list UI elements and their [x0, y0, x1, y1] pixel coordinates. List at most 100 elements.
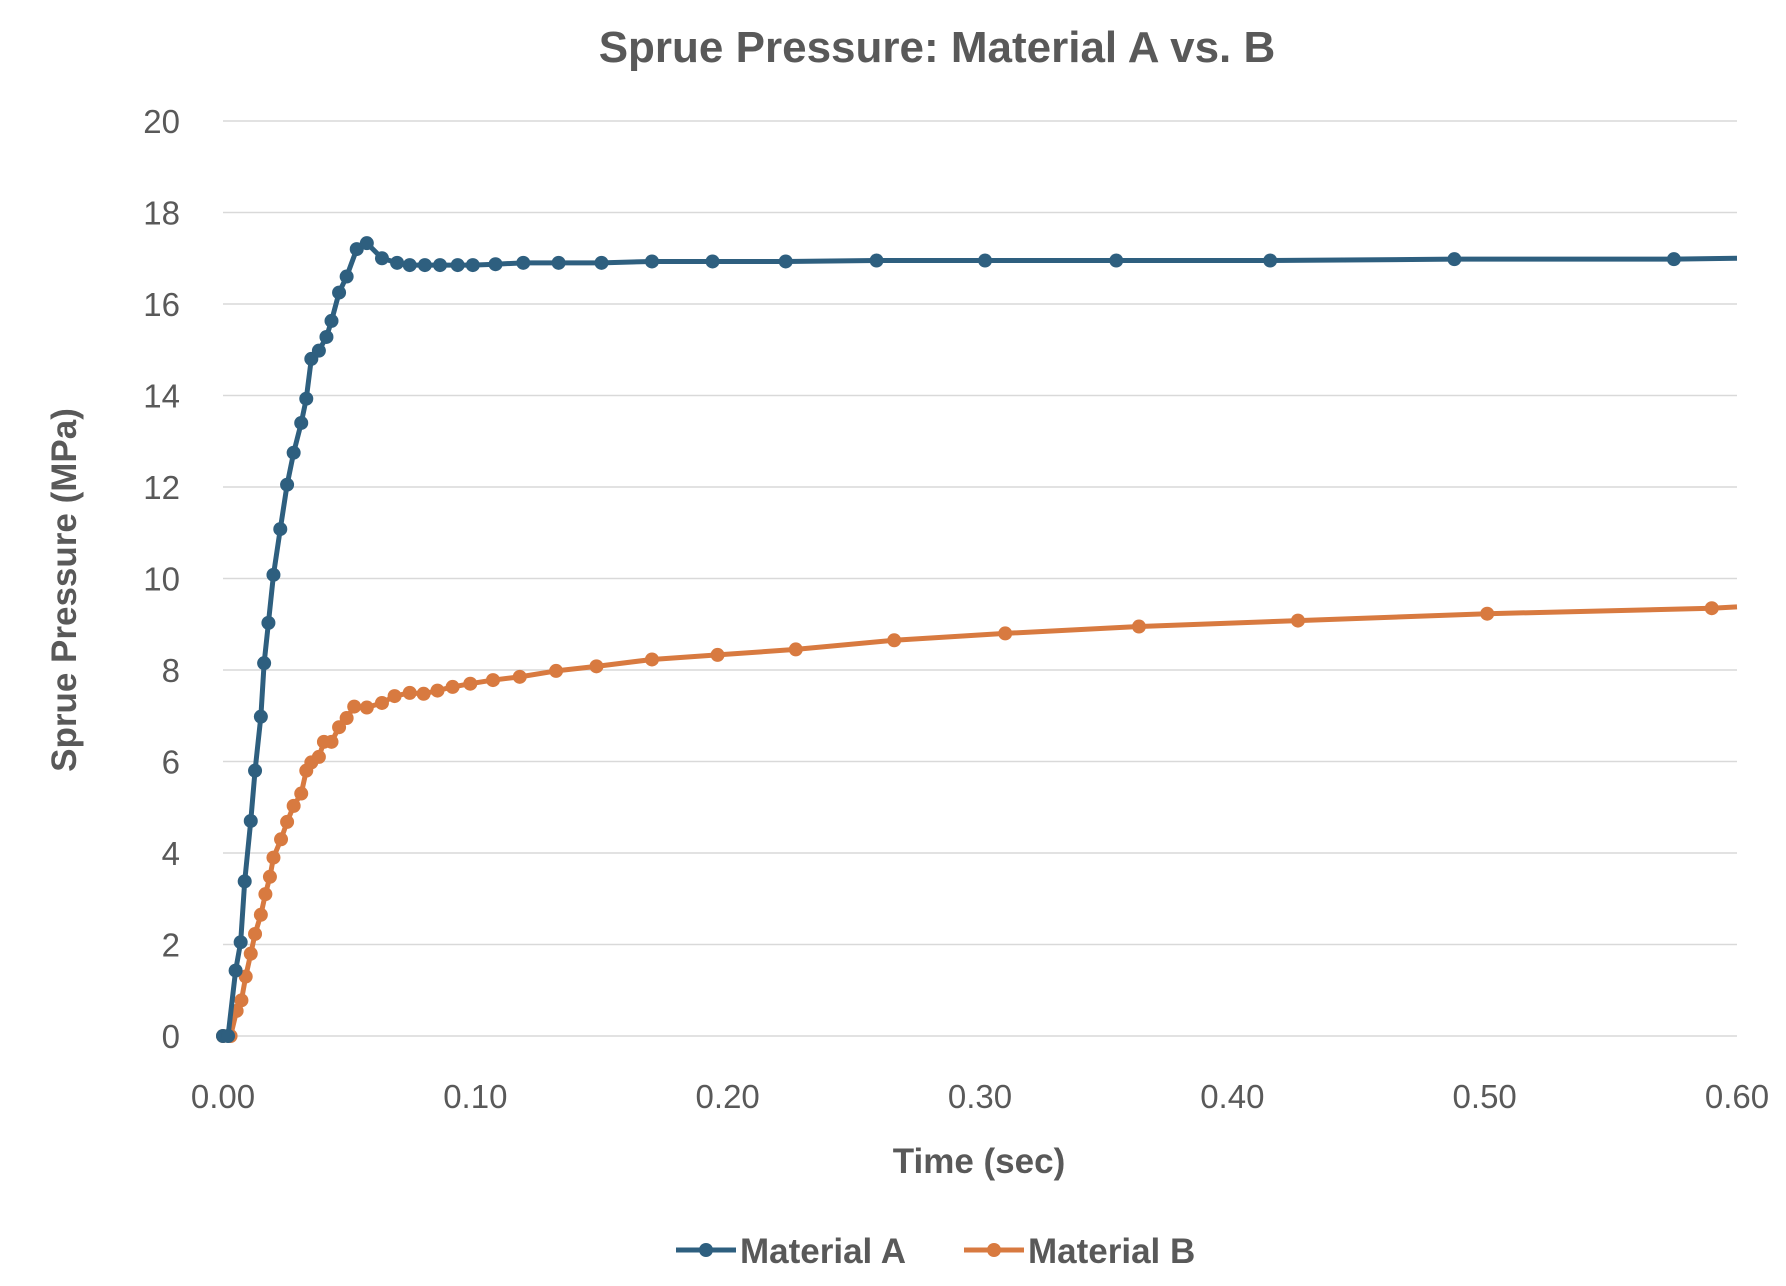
data-point — [273, 522, 288, 537]
data-point — [1290, 613, 1305, 628]
x-axis-label: Time (sec) — [893, 1142, 1066, 1181]
data-point — [869, 253, 884, 268]
data-point — [253, 709, 268, 724]
data-point — [238, 969, 253, 984]
data-point — [359, 236, 374, 251]
legend-label: Material A — [740, 1232, 906, 1271]
data-point — [1263, 253, 1278, 268]
series-material-a — [216, 236, 1738, 1043]
data-point — [243, 946, 258, 961]
data-point — [644, 254, 659, 269]
data-point — [274, 832, 289, 847]
data-point — [402, 685, 417, 700]
gridlines — [223, 120, 1737, 1037]
data-point — [705, 254, 720, 269]
data-point — [248, 763, 263, 778]
data-point — [788, 642, 803, 657]
data-point — [594, 255, 609, 270]
data-point — [445, 679, 460, 694]
data-point — [311, 343, 326, 358]
data-point — [311, 749, 326, 764]
data-point — [512, 669, 527, 684]
data-point — [280, 814, 295, 829]
data-point — [465, 258, 480, 273]
chart-title: Sprue Pressure: Material A vs. B — [599, 23, 1276, 72]
data-point — [516, 255, 531, 270]
y-tick-label: 0 — [162, 1018, 180, 1055]
data-point — [319, 329, 334, 344]
data-point — [1704, 601, 1719, 616]
data-point — [644, 652, 659, 667]
y-axis-ticks: 0 2 4 6 8 10 12 14 16 18 20 — [143, 103, 180, 1055]
y-tick-label: 10 — [143, 561, 180, 598]
data-point — [221, 1029, 236, 1043]
x-tick-label: 0.60 — [1705, 1078, 1769, 1115]
legend-marker-icon — [987, 1243, 1001, 1257]
x-tick-label: 0.00 — [191, 1078, 255, 1115]
data-point — [1131, 619, 1146, 634]
data-point — [390, 255, 405, 270]
data-point — [299, 391, 314, 406]
y-tick-label: 4 — [162, 835, 180, 872]
data-point — [234, 993, 249, 1008]
data-point — [233, 935, 248, 950]
data-point — [324, 313, 339, 328]
data-point — [286, 445, 301, 460]
y-tick-label: 2 — [162, 927, 180, 964]
data-point — [253, 907, 268, 922]
data-point — [551, 255, 566, 270]
x-tick-label: 0.20 — [696, 1078, 760, 1115]
x-tick-label: 0.30 — [948, 1078, 1012, 1115]
data-point — [280, 477, 295, 492]
data-point — [339, 269, 354, 284]
data-point — [258, 887, 273, 902]
data-point — [1666, 252, 1681, 267]
series-material-b — [216, 601, 1738, 1043]
data-point — [248, 926, 263, 941]
data-point — [488, 257, 503, 272]
data-point — [324, 734, 339, 749]
y-tick-label: 14 — [143, 378, 180, 415]
data-point — [387, 689, 402, 704]
data-point — [262, 869, 277, 884]
data-point — [589, 659, 604, 674]
data-point — [1109, 253, 1124, 268]
data-point — [286, 798, 301, 813]
data-point — [998, 626, 1013, 641]
data-point — [237, 874, 252, 889]
data-point — [332, 285, 347, 300]
data-point — [463, 676, 478, 691]
series-group — [216, 236, 1738, 1043]
y-tick-label: 8 — [162, 652, 180, 689]
legend-label: Material B — [1028, 1232, 1195, 1271]
data-point — [339, 711, 354, 726]
y-tick-label: 16 — [143, 286, 180, 323]
x-axis-ticks: 0.00 0.10 0.20 0.30 0.40 0.50 0.60 — [191, 1078, 1769, 1115]
y-tick-label: 20 — [143, 103, 180, 140]
data-point — [485, 673, 500, 688]
data-point — [978, 253, 993, 268]
data-point — [349, 242, 364, 257]
data-point — [416, 686, 431, 701]
data-point — [347, 699, 362, 714]
data-point — [710, 647, 725, 662]
data-point — [1447, 252, 1462, 267]
legend-item: Material A — [676, 1232, 906, 1271]
data-point — [430, 683, 445, 698]
data-point — [417, 258, 432, 273]
data-point — [294, 415, 309, 430]
data-point — [374, 251, 389, 266]
series-line — [223, 604, 1738, 1039]
data-point — [778, 254, 793, 269]
data-point — [374, 695, 389, 710]
x-tick-label: 0.50 — [1453, 1078, 1517, 1115]
data-point — [294, 786, 309, 801]
legend: Material A Material B — [676, 1232, 1195, 1271]
data-point — [887, 633, 902, 648]
data-point — [261, 615, 276, 630]
data-point — [266, 567, 281, 582]
legend-item: Material B — [964, 1232, 1195, 1271]
data-point — [266, 850, 281, 865]
y-tick-label: 18 — [143, 195, 180, 232]
